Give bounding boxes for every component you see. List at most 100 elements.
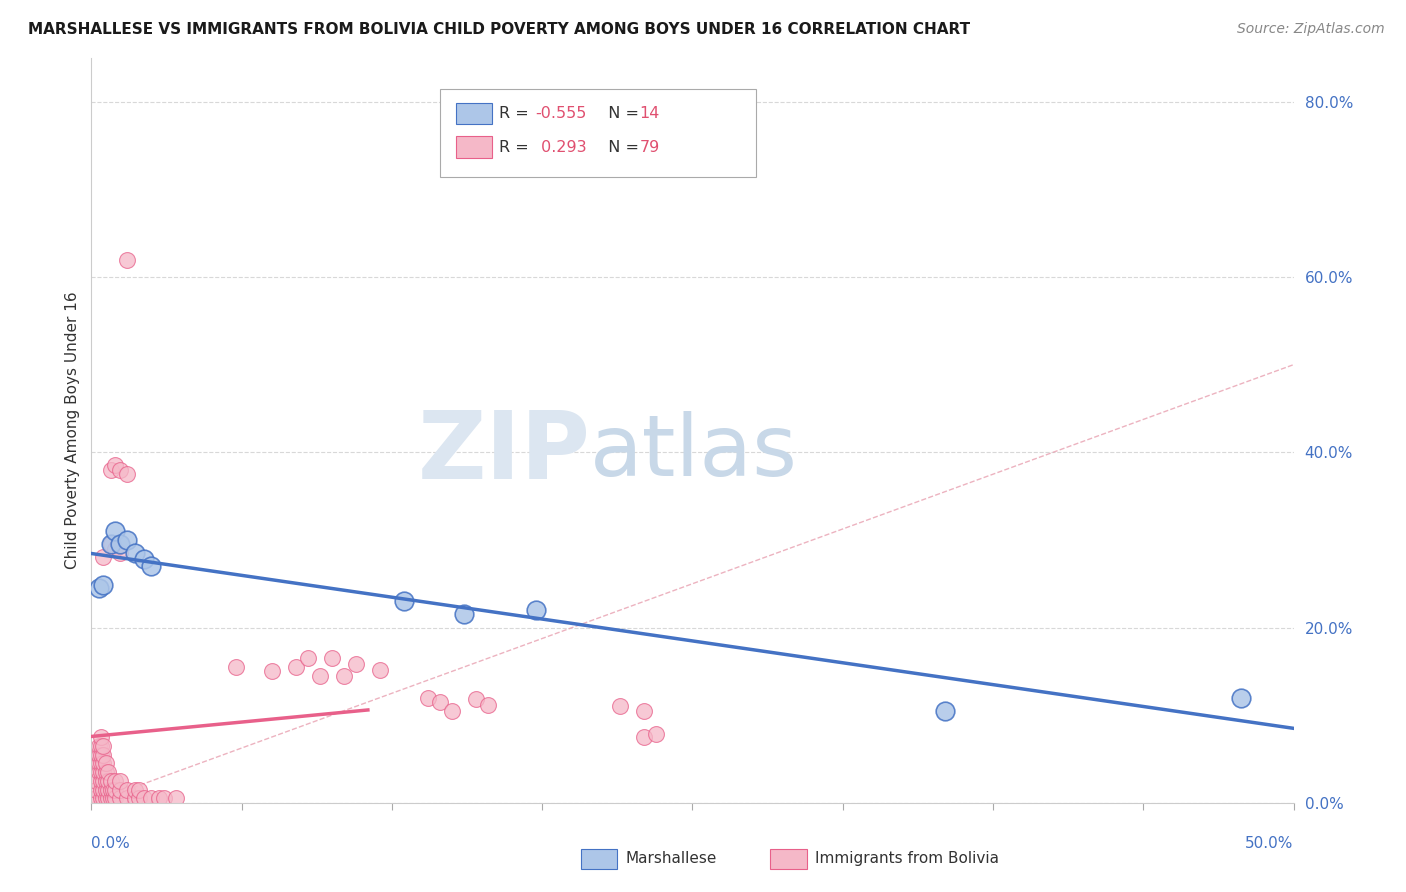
Text: atlas: atlas bbox=[591, 411, 799, 494]
Point bbox=[93, 747, 115, 762]
Point bbox=[645, 727, 668, 741]
Point bbox=[124, 782, 146, 797]
Point bbox=[100, 537, 122, 551]
Point bbox=[93, 773, 115, 788]
Point bbox=[90, 782, 112, 797]
Point bbox=[93, 791, 115, 805]
Point bbox=[110, 773, 132, 788]
Point bbox=[93, 550, 115, 565]
Point bbox=[100, 791, 122, 805]
Point bbox=[465, 692, 488, 706]
Point bbox=[104, 458, 127, 473]
Y-axis label: Child Poverty Among Boys Under 16: Child Poverty Among Boys Under 16 bbox=[65, 292, 80, 569]
Point bbox=[308, 669, 330, 683]
Point bbox=[87, 747, 110, 762]
Point bbox=[117, 252, 139, 267]
Point bbox=[609, 699, 631, 714]
Point bbox=[100, 782, 122, 797]
Point bbox=[416, 690, 439, 705]
Point bbox=[453, 607, 475, 622]
Point bbox=[84, 791, 107, 805]
Point bbox=[97, 765, 120, 780]
Point bbox=[128, 782, 150, 797]
Point bbox=[284, 660, 307, 674]
Text: ZIP: ZIP bbox=[418, 407, 591, 499]
Point bbox=[633, 704, 655, 718]
Point bbox=[934, 704, 956, 718]
Point bbox=[84, 782, 107, 797]
Point bbox=[633, 730, 655, 744]
Point bbox=[134, 552, 156, 566]
Point bbox=[100, 773, 122, 788]
Point bbox=[94, 782, 117, 797]
Point bbox=[104, 524, 127, 538]
Point bbox=[101, 791, 124, 805]
Point bbox=[93, 756, 115, 771]
Point bbox=[524, 603, 547, 617]
Text: Immigrants from Bolivia: Immigrants from Bolivia bbox=[815, 852, 1000, 866]
Point bbox=[97, 773, 120, 788]
Point bbox=[110, 537, 132, 551]
Point bbox=[97, 791, 120, 805]
Point bbox=[87, 756, 110, 771]
Point bbox=[93, 765, 115, 780]
Point bbox=[104, 541, 127, 556]
Text: 0.293: 0.293 bbox=[536, 140, 586, 154]
Point bbox=[124, 791, 146, 805]
Point bbox=[152, 791, 174, 805]
Point bbox=[104, 791, 127, 805]
Point bbox=[392, 594, 415, 608]
Text: N =: N = bbox=[598, 106, 644, 120]
Point bbox=[101, 782, 124, 797]
Point bbox=[93, 578, 115, 592]
Point bbox=[297, 651, 319, 665]
Point bbox=[94, 791, 117, 805]
Point bbox=[87, 765, 110, 780]
Point bbox=[321, 651, 343, 665]
Point bbox=[477, 698, 499, 712]
Point bbox=[90, 739, 112, 753]
Point bbox=[165, 791, 187, 805]
Point bbox=[134, 791, 156, 805]
Point bbox=[148, 791, 170, 805]
Point bbox=[90, 765, 112, 780]
Point bbox=[117, 533, 139, 547]
Point bbox=[110, 782, 132, 797]
Point bbox=[90, 773, 112, 788]
Point bbox=[97, 782, 120, 797]
Point bbox=[110, 791, 132, 805]
Point bbox=[87, 739, 110, 753]
Point bbox=[90, 756, 112, 771]
Point bbox=[94, 765, 117, 780]
Point bbox=[93, 739, 115, 753]
Point bbox=[368, 663, 391, 677]
Point bbox=[104, 782, 127, 797]
Point bbox=[90, 747, 112, 762]
Text: 50.0%: 50.0% bbox=[1246, 837, 1294, 851]
Point bbox=[141, 559, 163, 574]
Point bbox=[1229, 690, 1251, 705]
Point bbox=[84, 773, 107, 788]
Point bbox=[124, 546, 146, 560]
Point bbox=[104, 773, 127, 788]
Point bbox=[110, 463, 132, 477]
Point bbox=[141, 791, 163, 805]
Point bbox=[260, 665, 283, 679]
Text: R =: R = bbox=[499, 140, 534, 154]
Point bbox=[225, 660, 247, 674]
Point bbox=[90, 730, 112, 744]
Point bbox=[429, 695, 451, 709]
Point bbox=[94, 756, 117, 771]
Text: N =: N = bbox=[598, 140, 644, 154]
Point bbox=[94, 773, 117, 788]
Text: 79: 79 bbox=[640, 140, 659, 154]
Point bbox=[90, 791, 112, 805]
Point bbox=[440, 704, 463, 718]
Point bbox=[117, 791, 139, 805]
Point bbox=[128, 791, 150, 805]
Point bbox=[117, 467, 139, 482]
Point bbox=[100, 463, 122, 477]
Text: Marshallese: Marshallese bbox=[626, 852, 717, 866]
Point bbox=[87, 581, 110, 595]
Text: -0.555: -0.555 bbox=[536, 106, 588, 120]
